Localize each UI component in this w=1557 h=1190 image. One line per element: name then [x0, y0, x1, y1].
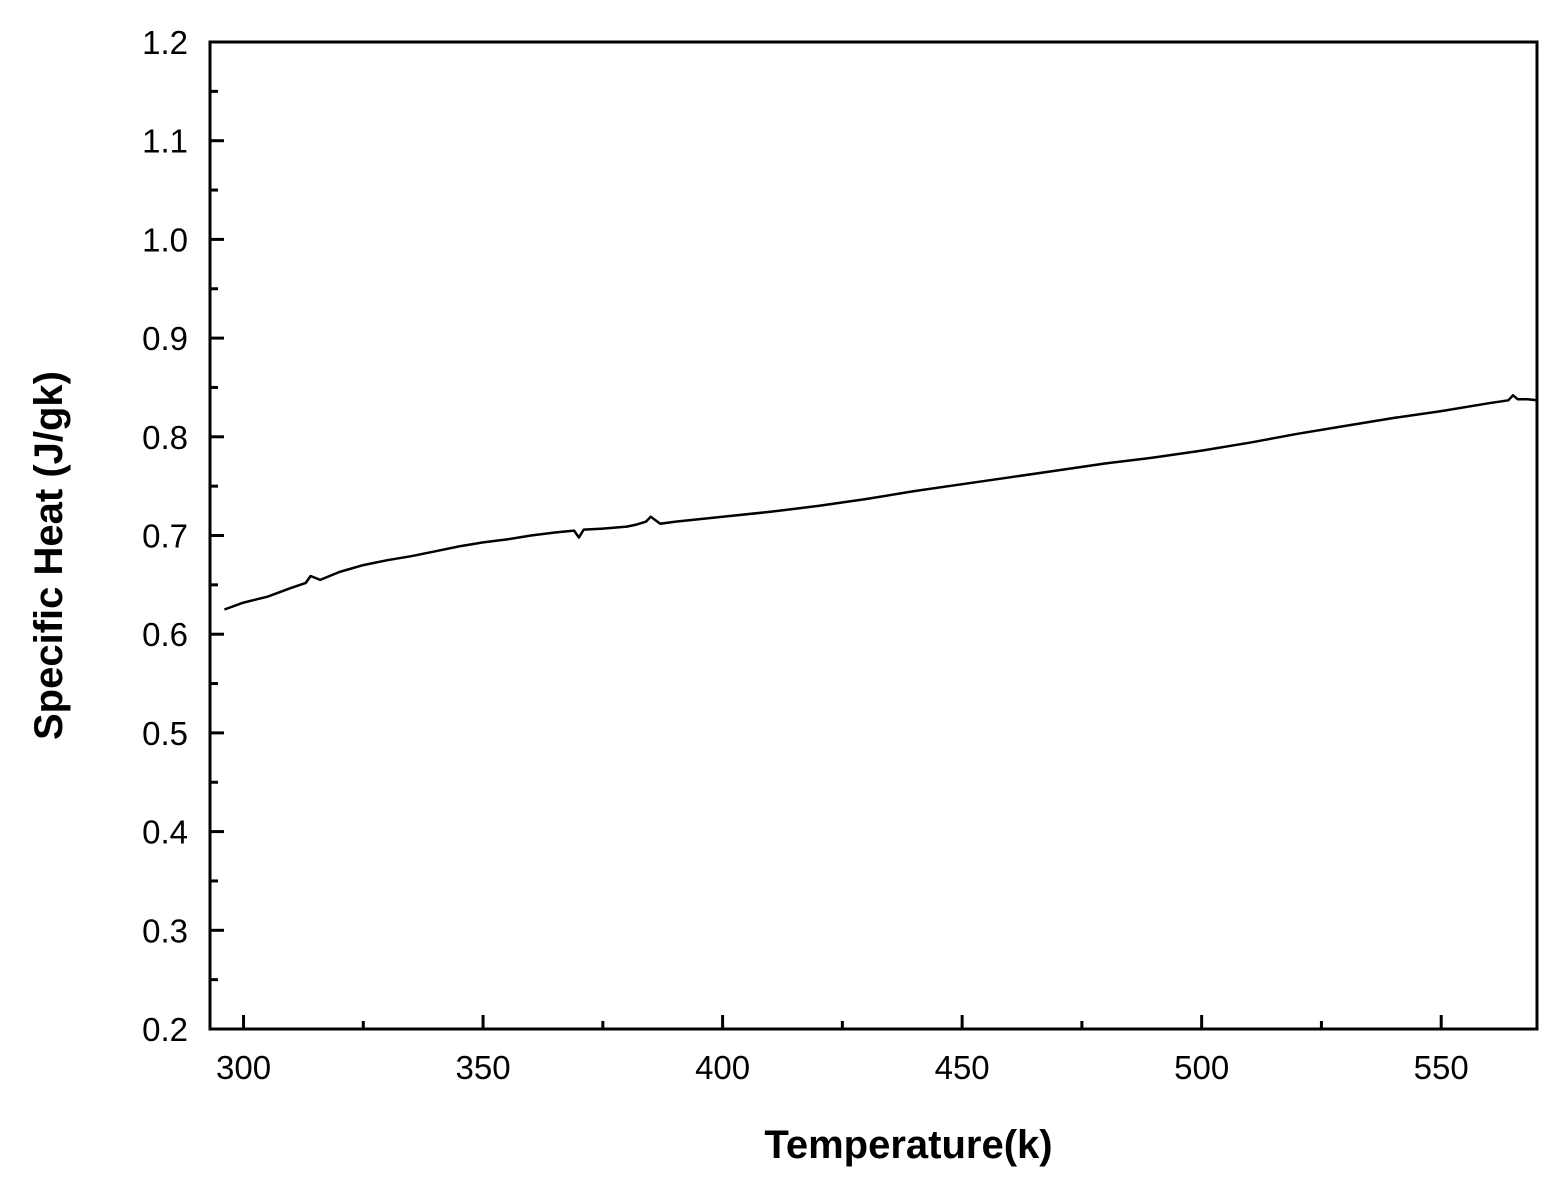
- series-line: [223, 394, 1538, 611]
- y-tick-label: 1.0: [142, 221, 188, 258]
- x-tick-label: 400: [695, 1049, 750, 1086]
- y-axis-title: Specific Heat (J/gk): [27, 371, 71, 740]
- x-tick-label: 350: [456, 1049, 511, 1086]
- x-tick-label: 450: [935, 1049, 990, 1086]
- x-tick-label: 550: [1414, 1049, 1469, 1086]
- y-axis-ticks: 0.2 0.3 0.4 0.5 0.6 0.7 0.8 0.9 1.0 1.1 1.2: [142, 24, 224, 1048]
- y-tick-label: 1.2: [142, 24, 188, 61]
- x-tick-label: 500: [1174, 1049, 1229, 1086]
- plot-content: [223, 394, 1538, 611]
- y-tick-label: 0.8: [142, 419, 188, 456]
- y-tick-label: 0.4: [142, 814, 188, 851]
- y-tick-label: 0.9: [142, 320, 188, 357]
- y-tick-label: 0.3: [142, 912, 188, 949]
- plot-frame: [208, 40, 1539, 1031]
- y-tick-label: 0.6: [142, 616, 188, 653]
- y-tick-label: 0.2: [142, 1011, 188, 1048]
- x-axis-ticks: 300 350 400 450 500 550: [216, 1015, 1469, 1086]
- x-axis-title: Temperature(k): [764, 1123, 1052, 1167]
- y-tick-label: 0.5: [142, 715, 188, 752]
- x-tick-label: 300: [216, 1049, 271, 1086]
- y-tick-label: 0.7: [142, 518, 188, 555]
- y-tick-label: 1.1: [142, 123, 188, 160]
